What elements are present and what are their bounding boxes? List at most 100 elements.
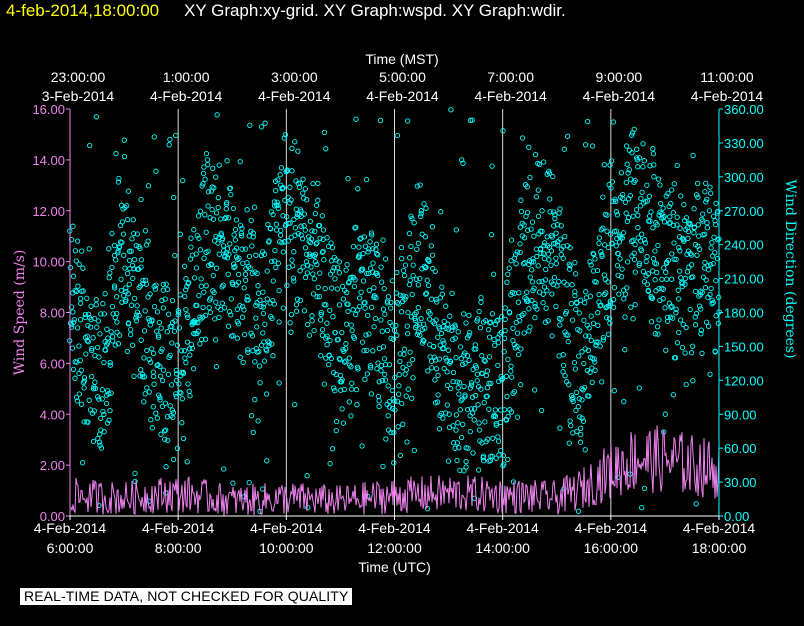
wind-direction-point	[543, 305, 549, 311]
wind-direction-point	[264, 296, 270, 302]
wind-direction-point	[170, 456, 177, 463]
wind-direction-point	[114, 294, 120, 300]
wind-direction-point	[453, 227, 459, 233]
wind-direction-point	[539, 208, 545, 214]
wind-direction-point	[287, 184, 293, 190]
wind-direction-point	[659, 276, 665, 282]
wind-direction-point	[381, 285, 387, 292]
wind-direction-point	[378, 317, 384, 323]
wind-direction-point	[486, 354, 493, 360]
wind-direction-point	[452, 322, 458, 328]
wind-direction-point	[213, 265, 220, 271]
wind-direction-point	[278, 227, 284, 234]
wind-direction-point	[688, 350, 695, 356]
wind-direction-point	[165, 371, 172, 378]
wind-direction-point	[664, 276, 670, 282]
wind-direction-point	[556, 210, 562, 216]
bottom-tick-date: 4-Feb-2014	[683, 520, 756, 536]
wind-direction-point	[412, 317, 419, 324]
wind-direction-point	[629, 238, 635, 245]
bottom-tick-date: 4-Feb-2014	[358, 520, 431, 536]
wind-direction-point	[378, 368, 384, 374]
wind-direction-point	[109, 264, 115, 271]
wind-direction-point	[682, 350, 688, 356]
wind-direction-point	[592, 256, 598, 262]
wind-direction-point	[539, 228, 545, 235]
bottom-tick-time: 12:00:00	[367, 540, 422, 556]
wind-direction-point	[184, 459, 190, 465]
wind-direction-point	[504, 393, 510, 400]
wind-direction-point	[669, 303, 675, 309]
wind-direction-point	[162, 400, 169, 406]
wind-direction-point	[228, 191, 234, 198]
wind-direction-point	[714, 256, 721, 262]
wind-direction-point	[275, 205, 281, 211]
wind-direction-point	[609, 179, 615, 185]
wind-direction-point	[78, 367, 84, 373]
wind-direction-point	[651, 174, 657, 180]
wind-direction-point	[74, 325, 81, 331]
wind-direction-point	[293, 178, 299, 184]
wind-direction-point	[311, 276, 317, 282]
wind-direction-point	[477, 324, 484, 331]
wind-direction-point	[596, 240, 602, 246]
wind-direction-point	[614, 212, 621, 218]
wind-direction-point	[466, 312, 472, 319]
wind-direction-point	[396, 383, 402, 389]
wind-direction-point	[282, 239, 288, 245]
wind-direction-point	[225, 323, 232, 329]
wind-direction-point	[604, 212, 610, 218]
wind-direction-point	[232, 237, 238, 243]
wind-direction-point	[123, 285, 129, 291]
wind-direction-point	[592, 367, 598, 373]
wind-direction-point	[353, 386, 360, 393]
wind-direction-point	[206, 305, 212, 311]
wind-direction-point	[205, 203, 211, 209]
wind-direction-point	[321, 257, 327, 263]
wind-direction-point	[453, 412, 459, 418]
wind-direction-point	[195, 213, 202, 219]
wind-direction-point	[607, 162, 613, 168]
wind-direction-point	[77, 357, 83, 364]
wind-direction-point	[635, 235, 641, 241]
wind-direction-point	[488, 453, 494, 459]
wind-direction-point	[364, 371, 370, 377]
wind-direction-point	[603, 290, 609, 296]
wind-direction-point	[251, 204, 258, 210]
wind-direction-point	[474, 378, 480, 384]
wind-direction-point	[450, 423, 456, 429]
wind-direction-point	[667, 214, 673, 220]
wind-direction-point	[582, 346, 588, 352]
wind-direction-point	[544, 234, 550, 240]
wind-direction-point	[627, 192, 633, 199]
wind-direction-point	[203, 312, 209, 319]
wind-direction-point	[219, 300, 225, 306]
wind-direction-point	[414, 183, 420, 189]
wind-direction-point	[93, 114, 99, 120]
wind-direction-point	[144, 347, 150, 354]
wind-direction-point	[90, 335, 96, 341]
wind-direction-point	[636, 385, 642, 391]
wind-direction-point	[273, 187, 279, 194]
wind-direction-point	[269, 341, 275, 347]
wind-direction-point	[520, 261, 527, 267]
wind-direction-point	[696, 293, 702, 299]
wind-direction-point	[210, 272, 216, 279]
wind-direction-point	[422, 325, 428, 331]
wind-direction-point	[366, 287, 373, 293]
wind-direction-point	[81, 419, 87, 425]
wind-direction-point	[368, 230, 375, 236]
wind-direction-point	[327, 460, 333, 467]
wind-direction-point	[180, 435, 187, 442]
wind-direction-point	[708, 190, 714, 196]
wind-direction-point	[440, 415, 446, 421]
wind-direction-point	[374, 366, 380, 372]
wind-direction-point	[149, 318, 155, 324]
wind-direction-point	[557, 236, 563, 242]
wind-direction-point	[596, 235, 603, 241]
wind-direction-point	[620, 191, 626, 198]
wind-direction-point	[153, 282, 159, 288]
wind-direction-point	[213, 210, 220, 216]
wind-direction-point	[337, 356, 343, 363]
wind-direction-point	[640, 268, 647, 275]
